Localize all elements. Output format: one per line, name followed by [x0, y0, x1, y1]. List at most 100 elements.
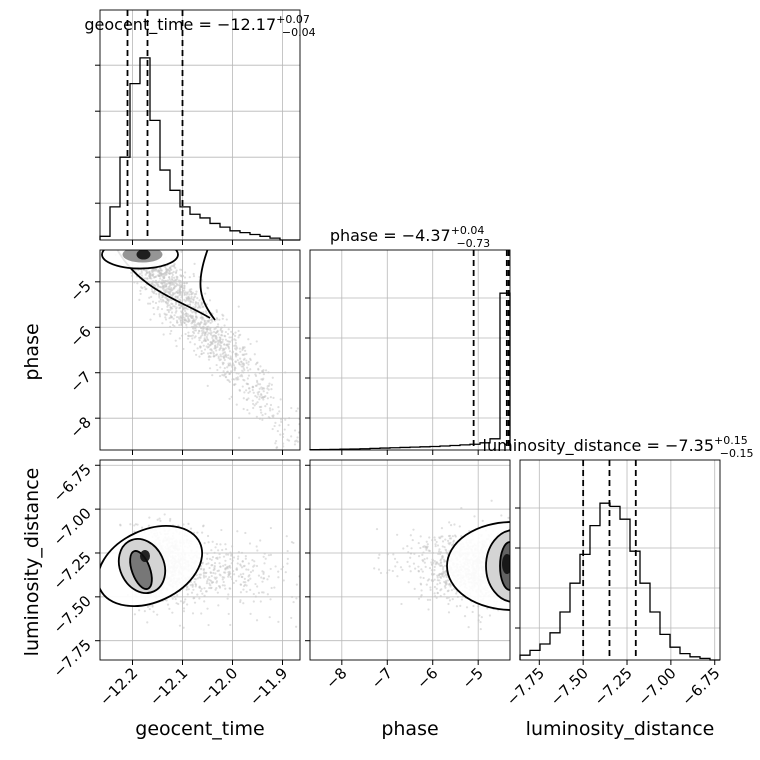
scatter-point — [207, 623, 210, 627]
scatter-point — [252, 592, 255, 596]
scatter-point — [193, 329, 196, 332]
histogram-step-geocent-time — [99, 57, 300, 241]
scatter-point — [265, 403, 269, 406]
scatter-point — [460, 598, 464, 601]
scatter-point — [229, 575, 232, 579]
scatter-point — [190, 591, 194, 594]
scatter-point — [211, 556, 214, 559]
scatter-content — [100, 513, 300, 629]
scatter-point — [458, 525, 461, 528]
scatter-point — [215, 349, 218, 352]
scatter-point — [433, 585, 437, 589]
scatter-point — [196, 531, 199, 534]
scatter-point — [217, 549, 220, 552]
scatter-point — [227, 612, 230, 616]
scatter-point — [224, 372, 227, 375]
scatter-point — [218, 348, 221, 351]
scatter-point — [433, 560, 436, 563]
scatter-point — [151, 243, 153, 245]
scatter-point — [165, 297, 168, 300]
scatter-point — [455, 605, 459, 608]
scatter-point — [423, 561, 426, 564]
scatter-point — [155, 292, 158, 296]
scatter-point — [190, 292, 193, 296]
scatter-point — [203, 541, 206, 545]
scatter-point — [297, 431, 300, 434]
scatter-point — [254, 394, 257, 398]
scatter-point — [141, 526, 144, 529]
scatter-point — [240, 373, 243, 376]
scatter-point — [151, 273, 154, 277]
scatter-point — [206, 384, 209, 388]
scatter-point — [212, 568, 215, 572]
scatter-point — [181, 318, 184, 321]
scatter-point — [388, 569, 391, 572]
scatter-point — [196, 296, 199, 300]
scatter-point — [201, 531, 204, 534]
scatter-point — [255, 619, 259, 622]
scatter-point — [220, 334, 223, 337]
scatter-point — [227, 362, 230, 365]
scatter-point — [192, 298, 195, 302]
scatter-point — [266, 385, 269, 388]
scatter-point — [180, 334, 184, 337]
scatter-point — [439, 561, 442, 565]
scatter-point — [433, 578, 436, 581]
scatter-point — [143, 610, 146, 613]
scatter-point — [231, 559, 234, 562]
scatter-point — [443, 560, 446, 563]
scatter-point — [290, 616, 293, 620]
scatter-point — [191, 612, 195, 615]
scatter-point — [170, 315, 173, 319]
scatter-point — [199, 589, 202, 593]
scatter-point — [208, 586, 211, 590]
scatter-point — [261, 378, 264, 381]
scatter-point — [172, 287, 175, 291]
scatter-point — [157, 270, 160, 273]
scatter-point — [377, 556, 380, 560]
scatter-point — [140, 271, 143, 274]
title-geocent-time: geocent_time = −12.17+0.07 −0.04 — [84, 13, 315, 39]
scatter-point — [160, 273, 163, 276]
scatter-point — [168, 278, 171, 281]
scatter-content — [101, 243, 300, 449]
scatter-point — [164, 279, 168, 282]
scatter-point — [182, 626, 185, 629]
scatter-point — [150, 295, 153, 298]
scatter-point — [254, 595, 257, 598]
scatter-point — [219, 565, 222, 568]
scatter-point — [295, 625, 298, 628]
scatter-point — [173, 314, 176, 317]
scatter-point — [157, 280, 160, 284]
scatter-point — [119, 524, 122, 527]
scatter-point — [178, 290, 181, 293]
scatter-point — [447, 589, 450, 592]
scatter-point — [179, 305, 183, 308]
scatter-point — [169, 247, 171, 249]
scatter-point — [148, 243, 150, 245]
scatter-point — [176, 289, 180, 292]
scatter-point — [154, 284, 157, 287]
scatter-point — [226, 597, 229, 600]
scatter-point — [480, 616, 483, 619]
scatter-point — [243, 391, 246, 394]
scatter-point — [212, 339, 215, 343]
scatter-point — [393, 557, 397, 560]
scatter-point — [262, 555, 265, 558]
scatter-point — [234, 344, 237, 347]
scatter-point — [133, 245, 135, 247]
scatter-point — [225, 318, 228, 321]
scatter-point — [180, 323, 183, 326]
scatter-point — [186, 337, 190, 340]
scatter-point — [445, 597, 449, 600]
scatter-point — [148, 243, 150, 245]
scatter-point — [167, 310, 170, 314]
scatter-point — [194, 335, 197, 338]
scatter-point — [444, 572, 448, 575]
scatter-point — [396, 561, 399, 564]
scatter-point — [284, 371, 287, 374]
scatter-point — [181, 310, 184, 314]
scatter-point — [282, 442, 285, 445]
scatter-point — [230, 370, 233, 373]
scatter-point — [256, 549, 259, 552]
